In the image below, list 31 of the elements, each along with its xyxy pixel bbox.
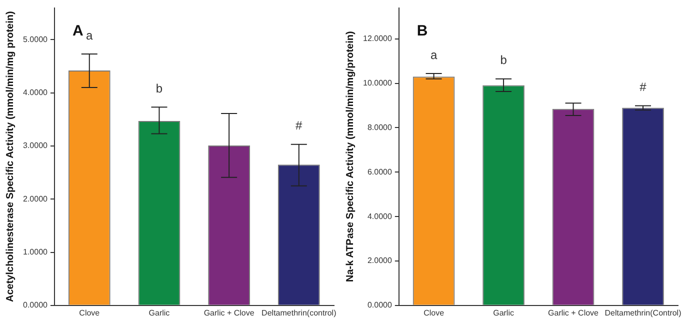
- annotation: #: [296, 118, 303, 133]
- y-tick-label: 2.0000: [23, 194, 48, 204]
- annotation: A: [72, 22, 84, 40]
- y-tick-label: 10.0000: [362, 78, 392, 88]
- x-tick-label: Deltamethrin(control): [262, 308, 337, 318]
- y-tick-label: 4.0000: [23, 88, 48, 98]
- y-tick-label: 0.0000: [23, 300, 48, 310]
- y-axis-title: Na-k ATPase Specific Activity (mmol/min/mg/protein): [344, 31, 356, 282]
- y-tick-label: 12.0000: [362, 34, 392, 44]
- y-tick-label: 6.0000: [367, 167, 392, 176]
- annotation: a: [86, 28, 94, 42]
- annotation: b: [500, 53, 508, 68]
- y-tick-label: 1.0000: [23, 247, 48, 256]
- annotation: a: [430, 48, 438, 62]
- y-tick-label: 2.0000: [367, 256, 392, 266]
- y-tick-label: 3.0000: [23, 141, 48, 150]
- x-tick-label: Garlic + Clove: [204, 308, 255, 318]
- x-tick-label: Clove: [79, 308, 100, 318]
- y-tick-label: 4.0000: [367, 212, 392, 221]
- y-tick-label: 8.0000: [367, 122, 392, 132]
- x-tick-label: Clove: [424, 308, 445, 318]
- y-tick-label: 0.0000: [367, 300, 392, 310]
- y-axis-title: Acetylcholinesterase Specific Activity (mmol/min/mg protein): [4, 11, 16, 302]
- annotation: B: [416, 22, 428, 40]
- x-tick-label: Deltamethrin(Control): [604, 308, 682, 318]
- annotation: b: [156, 81, 163, 96]
- x-tick-label: Garlic: [493, 308, 514, 318]
- x-tick-label: Garlic: [148, 308, 170, 318]
- annotation: #: [640, 80, 647, 94]
- x-tick-label: Garlic + Clove: [548, 308, 600, 318]
- y-tick-label: 5.0000: [23, 34, 48, 44]
